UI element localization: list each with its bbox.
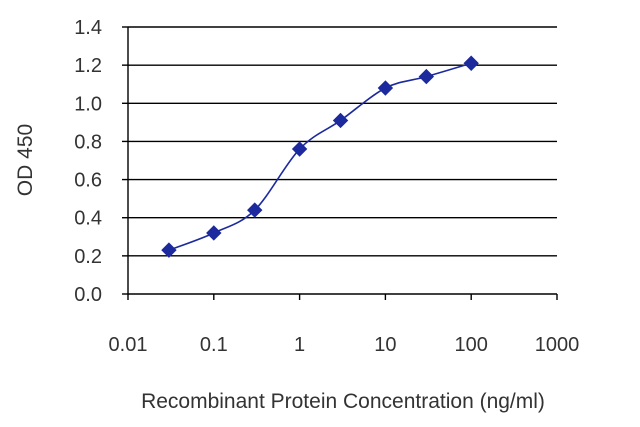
x-axis-title: Recombinant Protein Concentration (ng/ml… xyxy=(141,390,545,413)
data-point-marker xyxy=(418,68,435,85)
x-tick-label: 0.01 xyxy=(109,334,148,356)
y-tick-label: 0.4 xyxy=(74,208,102,230)
data-point-marker xyxy=(247,202,263,218)
x-tick-label: 100 xyxy=(455,334,488,356)
data-point-marker xyxy=(377,80,394,96)
y-tick-label: 0.0 xyxy=(74,284,102,306)
axes xyxy=(122,26,558,300)
series-line xyxy=(168,62,472,251)
y-tick-label: 0.2 xyxy=(74,246,102,268)
data-point-marker xyxy=(291,141,308,157)
y-tick-label: 0.6 xyxy=(74,170,102,192)
x-tick-label: 0.1 xyxy=(200,334,228,356)
data-point-marker xyxy=(463,55,479,71)
data-point-marker xyxy=(332,112,349,129)
data-markers xyxy=(161,55,479,258)
y-tick-label: 0.8 xyxy=(74,131,102,153)
data-series xyxy=(168,62,472,251)
data-point-marker xyxy=(161,242,177,258)
x-tick-label: 1000 xyxy=(535,334,580,356)
y-axis-title: OD 450 xyxy=(14,124,37,196)
gridlines xyxy=(128,26,557,257)
x-tick-label: 10 xyxy=(374,334,396,356)
data-point-marker xyxy=(206,225,222,241)
y-tick-label: 1.2 xyxy=(74,55,102,77)
tick-labels: 0.0 0.2 0.4 0.6 0.8 1.0 1.2 1.4 0.01 0.1 1 10 100 100… xyxy=(74,17,579,356)
y-tick-label: 1.0 xyxy=(74,93,102,115)
x-tick-label: 1 xyxy=(294,334,305,356)
y-tick-label: 1.4 xyxy=(74,17,102,39)
